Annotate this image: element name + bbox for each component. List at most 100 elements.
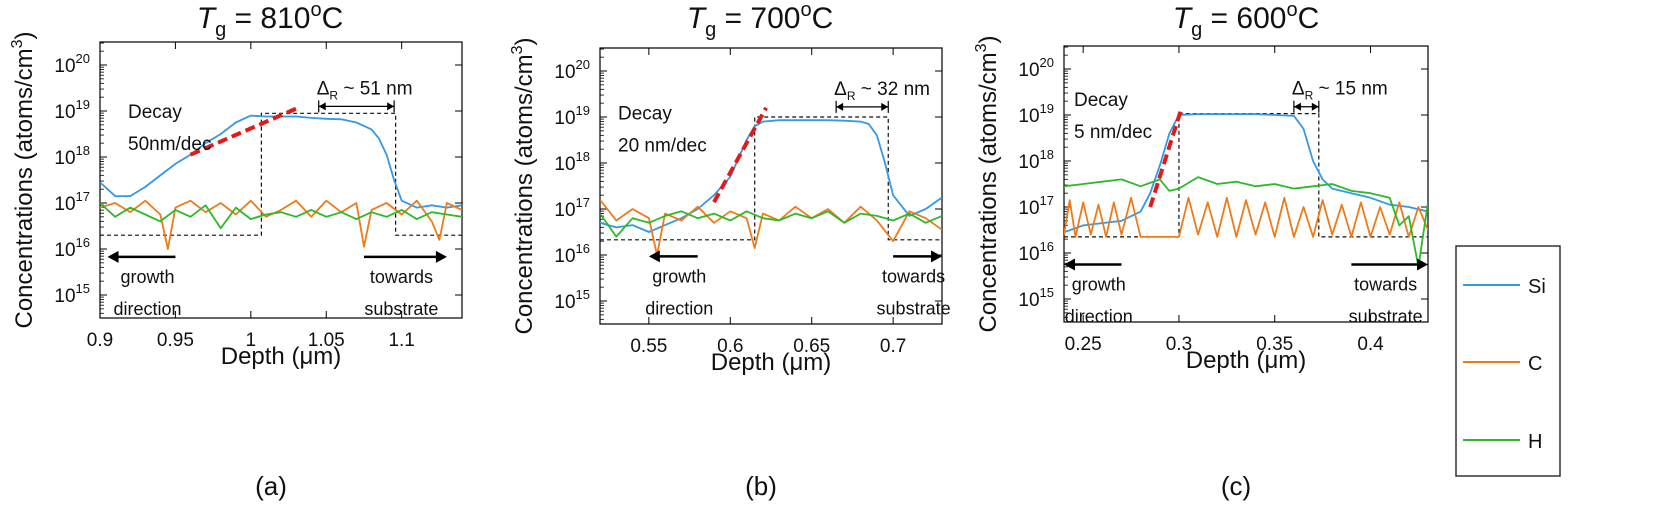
y-tick-label: 1016	[1018, 239, 1054, 265]
reference-profile	[600, 116, 942, 241]
y-tick-label: 1015	[554, 287, 590, 313]
y-axis-label: Concentrations (atoms/cm3)	[9, 31, 38, 328]
panel-b: Tg = 700oC 1015 1016 1017 1018 1019 1020 0.55 0.…	[509, 0, 951, 501]
y-tick-label: 1015	[54, 281, 90, 307]
series-si-line	[100, 114, 462, 209]
decay-fit-line	[712, 106, 768, 204]
panel-c: Tg = 600oC 1015 1016 1017 1018 1019 1020 0.25 0.…	[973, 0, 1429, 501]
y-tick-label: 1020	[54, 51, 90, 77]
growth-label: direction	[1065, 307, 1133, 327]
y-tick-label: 1018	[554, 149, 590, 175]
delta-arrowhead	[836, 102, 844, 111]
reference-profile	[100, 112, 462, 236]
towards-arrowhead	[1417, 258, 1428, 271]
delta-annotation: ΔR ~ 32 nm	[834, 79, 930, 103]
x-axis-label: Depth (μm)	[1186, 347, 1307, 374]
delta-arrowhead	[1293, 102, 1301, 111]
y-tick-label: 1019	[1018, 101, 1054, 127]
decay-label: Decay	[128, 102, 182, 123]
towards-label: substrate	[877, 298, 951, 318]
x-tick-label: 1	[246, 330, 257, 351]
x-tick-label: 0.25	[1065, 334, 1102, 355]
decay-label: Decay	[618, 103, 672, 124]
x-tick-label: 0.35	[1256, 334, 1293, 355]
y-tick-label: 1020	[1018, 55, 1054, 81]
decay-rate: 20 nm/dec	[618, 135, 707, 156]
series-si-line	[1064, 113, 1428, 234]
growth-label: growth	[1072, 275, 1126, 295]
decay-rate: 50nm/dec	[128, 134, 211, 155]
x-tick-label: 1.1	[388, 330, 414, 351]
y-tick-label: 1018	[54, 143, 90, 169]
growth-label: direction	[645, 298, 713, 318]
plot-area	[600, 116, 942, 256]
delta-annotation: ΔR ~ 51 nm	[317, 78, 413, 102]
x-tick-label: 0.6	[717, 336, 743, 357]
decay-fit-line	[189, 106, 297, 157]
x-tick-label: 0.55	[630, 336, 667, 357]
legend: Si C H	[1455, 245, 1561, 477]
towards-label: towards	[370, 267, 433, 287]
growth-label: growth	[652, 266, 706, 286]
x-tick-label: 0.95	[157, 330, 194, 351]
series-h-line	[600, 210, 942, 238]
plot-frame	[599, 47, 943, 325]
plot-area	[100, 112, 462, 250]
y-tick-label: 1016	[554, 241, 590, 267]
delta-arrowhead	[318, 102, 326, 111]
panel-title: Tg = 600oC	[1173, 0, 1320, 41]
towards-label: substrate	[1349, 307, 1423, 327]
y-axis-label: Concentrations (atoms/cm3)	[509, 37, 538, 334]
towards-arrowhead	[435, 250, 447, 263]
y-tick-label: 1015	[1018, 285, 1054, 311]
delta-arrowhead	[881, 102, 889, 111]
y-axis-label: Concentrations (atoms/cm3)	[973, 35, 1002, 332]
x-tick-label: 0.9	[87, 330, 113, 351]
y-tick-label: 1017	[54, 189, 90, 215]
series-h-line	[100, 202, 462, 230]
y-tick-label: 1018	[1018, 147, 1054, 173]
x-tick-label: 1.05	[308, 330, 345, 351]
x-tick-label: 0.3	[1166, 334, 1192, 355]
decay-fit-line	[1148, 109, 1183, 208]
towards-label: towards	[882, 266, 945, 286]
towards-arrowhead	[931, 250, 942, 263]
series-c-line	[1064, 196, 1428, 238]
decay-rate: 5 nm/dec	[1074, 122, 1152, 143]
panel-label: (c)	[1221, 471, 1251, 501]
y-tick-label: 1019	[54, 97, 90, 123]
y-tick-label: 1017	[554, 195, 590, 221]
legend-label-c: C	[1528, 353, 1542, 375]
y-tick-label: 1019	[554, 103, 590, 129]
x-axis-label: Depth (μm)	[221, 343, 342, 370]
y-tick-label: 1016	[54, 235, 90, 261]
series-si-line	[600, 119, 942, 233]
growth-label: direction	[113, 299, 181, 319]
x-axis-label: Depth (μm)	[711, 349, 832, 376]
growth-arrowhead	[648, 250, 660, 263]
y-tick-label: 1020	[554, 57, 590, 83]
x-tick-label: 0.7	[880, 336, 906, 357]
x-tick-label: 0.4	[1357, 334, 1384, 355]
panel-label: (b)	[745, 471, 777, 501]
panel-label: (a)	[255, 471, 287, 501]
panel-title: Tg = 810oC	[197, 0, 344, 41]
series-c-line	[100, 199, 462, 250]
plot-frame	[99, 41, 463, 319]
delta-arrowhead	[387, 102, 395, 111]
delta-annotation: ΔR ~ 15 nm	[1292, 79, 1388, 103]
legend-label-si: Si	[1528, 276, 1546, 298]
plot-frame	[1063, 45, 1429, 323]
decay-label: Decay	[1074, 90, 1128, 111]
plot-area	[1064, 113, 1428, 268]
growth-arrowhead	[1064, 258, 1075, 271]
panel-title: Tg = 700oC	[687, 0, 834, 41]
towards-label: towards	[1354, 275, 1417, 295]
series-c-line	[600, 199, 942, 256]
y-tick-label: 1017	[1018, 193, 1054, 219]
growth-arrowhead	[107, 250, 119, 263]
x-tick-label: 0.65	[793, 336, 830, 357]
panel-a: Tg = 810oC 1015 1016 1017 1018 1019 1020 0.9 0.9…	[9, 0, 463, 501]
